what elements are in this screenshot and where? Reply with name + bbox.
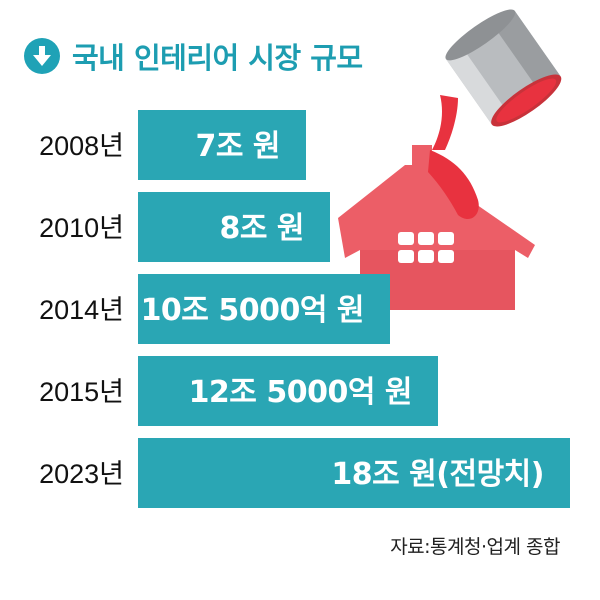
arrow-down-circle-icon (24, 38, 60, 74)
year-label-2: 2014년 (39, 295, 124, 325)
bar-4 (138, 438, 570, 508)
bar-2 (138, 274, 390, 344)
year-label-4: 2023년 (39, 459, 124, 489)
source-note: 자료:통계청·업계 종합 (390, 536, 560, 558)
value-label-2: 10조 5000억 원 (141, 293, 364, 328)
value-label-1: 8조 원 (219, 211, 304, 246)
year-label-3: 2015년 (39, 377, 124, 407)
year-label-0: 2008년 (39, 131, 124, 161)
paint-can-house-icon (338, 9, 562, 310)
value-label-4: 18조 원(전망치) (331, 457, 544, 492)
year-label-1: 2010년 (39, 213, 124, 243)
bar-1 (138, 192, 330, 262)
bar-0 (138, 110, 306, 180)
value-label-0: 7조 원 (195, 129, 280, 164)
chart-title: 국내 인테리어 시장 규모 (24, 30, 363, 82)
chart-title-text: 국내 인테리어 시장 규모 (72, 41, 363, 75)
bar-3 (138, 356, 438, 426)
value-label-3: 12조 5000억 원 (189, 375, 412, 410)
